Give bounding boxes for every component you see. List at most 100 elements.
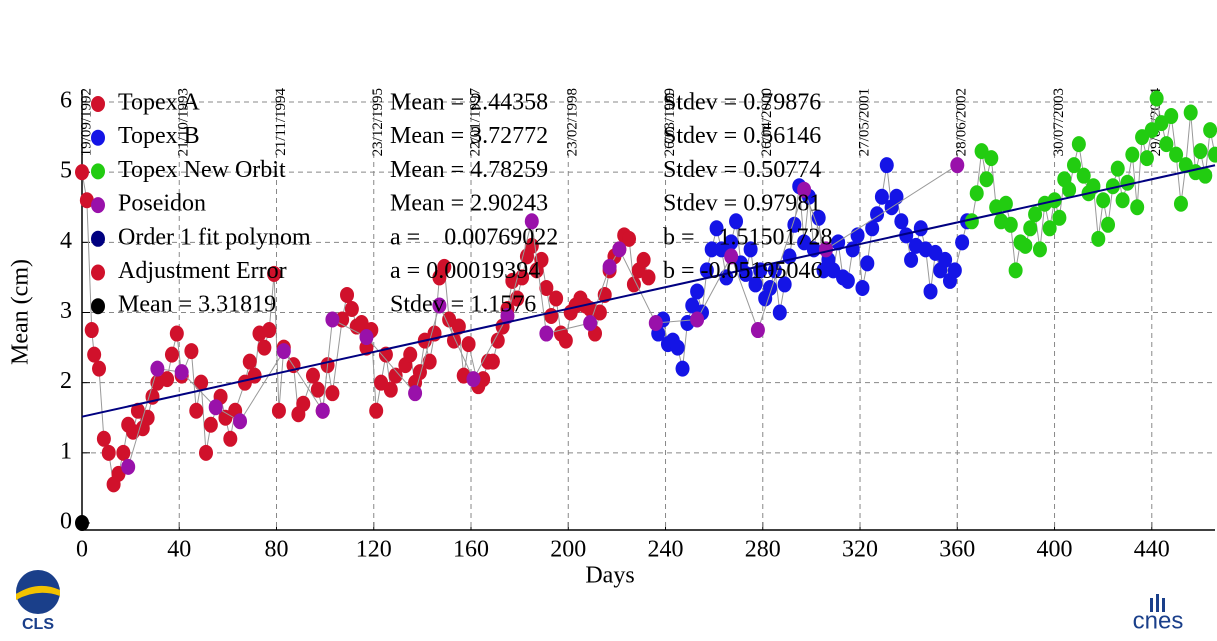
legend-label: Mean = 3.31819 [118, 292, 276, 318]
legend-stat: Stdev = 0.97981 [663, 191, 821, 217]
legend-label: Topex B [118, 123, 200, 149]
point [904, 251, 919, 268]
y-tick-label: 5 [60, 158, 72, 184]
point [1076, 167, 1091, 184]
point [855, 279, 870, 296]
top-tick-label: 27/05/2001 [856, 88, 872, 156]
point [724, 248, 739, 265]
point [748, 276, 763, 293]
point [1164, 108, 1179, 125]
point [641, 269, 656, 286]
logo-bar [1150, 598, 1153, 612]
point [1110, 160, 1125, 177]
point [276, 343, 291, 360]
y-tick-label: 4 [60, 228, 72, 254]
point [262, 322, 277, 339]
point [75, 164, 89, 181]
point [602, 258, 617, 275]
legend-marker [91, 230, 105, 247]
cls-logo: CLS [16, 570, 60, 633]
point [699, 262, 714, 279]
point [267, 265, 282, 282]
legend-label: Adjustment Error [118, 258, 287, 284]
legend-label: Topex New Orbit [118, 157, 286, 183]
point [79, 192, 94, 209]
point [612, 241, 627, 258]
point [947, 262, 962, 279]
fit-line [81, 164, 1216, 418]
point [899, 227, 914, 244]
point [184, 343, 199, 360]
point [675, 360, 690, 377]
y-tick-label: 1 [60, 438, 72, 464]
x-tick-label: 0 [76, 537, 88, 563]
legend-stat: b = -0.05195046 [663, 258, 823, 284]
logo-bar [1162, 598, 1165, 612]
point [403, 346, 418, 363]
point [1052, 209, 1067, 226]
point [169, 325, 184, 342]
point [1023, 220, 1038, 237]
legend-marker [91, 96, 105, 112]
point [75, 514, 89, 531]
y-tick-label: 0 [60, 508, 72, 534]
point [831, 234, 846, 251]
legend-stat: Stdev = 0.50774 [663, 157, 821, 183]
logo-bar [1156, 594, 1159, 612]
point [777, 276, 792, 293]
point [310, 381, 325, 398]
point [874, 188, 889, 205]
point [388, 367, 403, 384]
point [84, 322, 99, 339]
point [797, 181, 812, 198]
point [189, 402, 204, 419]
point [359, 329, 374, 346]
y-tick-label: 6 [60, 88, 72, 114]
point [1018, 237, 1033, 254]
top-tick-label: 21/11/1994 [273, 88, 289, 156]
x-tick-label: 80 [265, 537, 289, 563]
point [743, 241, 758, 258]
point [670, 339, 685, 356]
point [233, 413, 248, 430]
point [923, 283, 938, 300]
point [325, 385, 340, 402]
point [626, 276, 641, 293]
logo-text: CLS [22, 616, 54, 633]
point [174, 364, 189, 381]
point [223, 430, 238, 447]
point [257, 339, 272, 356]
point [1125, 146, 1140, 163]
point [964, 213, 979, 230]
point [315, 402, 330, 419]
point [583, 315, 598, 332]
point [1193, 143, 1208, 160]
legend-stat: Mean = 4.78259 [390, 157, 548, 183]
x-tick-label: 240 [648, 537, 684, 563]
point [296, 395, 311, 412]
x-tick-label: 360 [939, 537, 975, 563]
y-axis-label: Mean (cm) [8, 259, 34, 365]
x-tick-label: 40 [167, 537, 191, 563]
point [1086, 178, 1101, 195]
top-tick-label: 23/02/1998 [565, 88, 581, 156]
cnes-logo: cnes [1133, 594, 1183, 634]
point [539, 279, 554, 296]
legend-stat: Stdev = 0.79876 [663, 90, 821, 116]
legend-stat: a = 0.00769022 [390, 224, 558, 250]
legend-marker [91, 163, 105, 180]
point [1208, 146, 1217, 163]
point [709, 220, 724, 237]
top-tick-label: 21/10/1993 [176, 88, 192, 156]
point [979, 171, 994, 188]
point [1159, 136, 1174, 153]
point [325, 311, 340, 328]
point [544, 308, 559, 325]
point [121, 458, 136, 475]
point [622, 230, 637, 247]
point [524, 213, 539, 230]
top-tick-label: 28/06/2002 [954, 88, 970, 156]
legend-marker [91, 129, 105, 146]
top-tick-label: 26/04/2000 [759, 88, 775, 156]
